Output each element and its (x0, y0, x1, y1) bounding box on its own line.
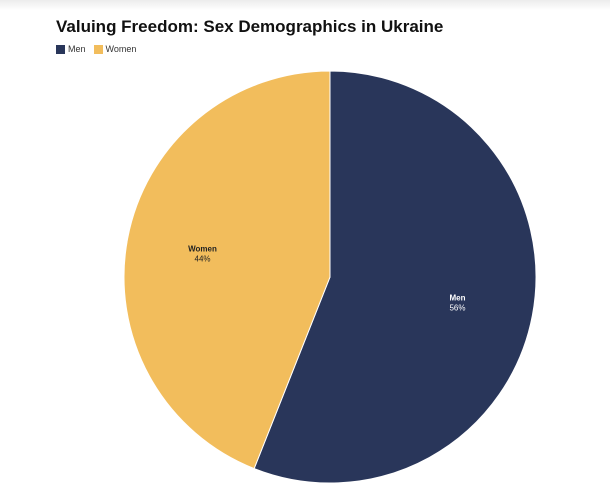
top-shadow (0, 0, 610, 10)
legend-swatch-men (56, 44, 65, 54)
slice-label-women: Women (188, 245, 217, 254)
legend-item-women[interactable]: Women (93, 44, 137, 54)
legend-swatch-women (93, 44, 103, 54)
legend-label-women: Women (105, 44, 137, 54)
pie-slice-women[interactable] (123, 70, 331, 470)
chart-title: Valuing Freedom: Sex Demographics in Ukr… (56, 17, 444, 36)
legend-label-men: Men (68, 44, 86, 54)
chart-legend: Men Women (56, 44, 144, 54)
slice-value-women: 44% (195, 255, 211, 264)
pie-slice-men[interactable] (253, 70, 537, 484)
legend-item-men[interactable]: Men (56, 44, 86, 54)
slice-value-men: 56% (449, 303, 465, 312)
slice-label-men: Men (449, 293, 465, 302)
